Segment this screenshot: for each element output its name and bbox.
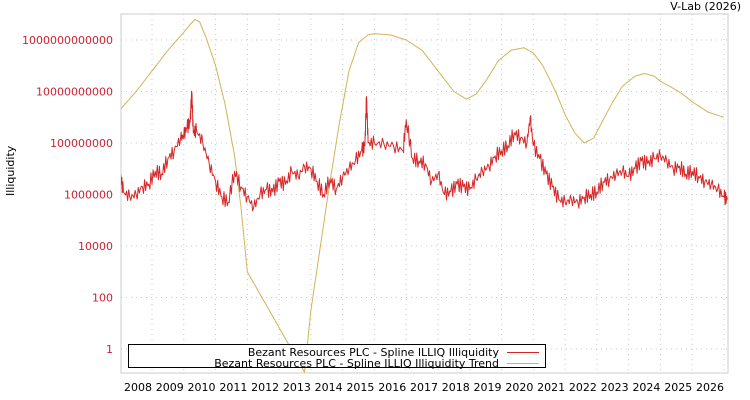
x-tick-label: 2022 [569, 381, 597, 394]
y-tick-label: 10000 [78, 240, 113, 253]
series-lines [121, 18, 728, 373]
legend-item-illiquidity: Bezant Resources PLC - Spline ILLIQ Illi… [248, 346, 539, 359]
y-tick-label: 1000000000000 [22, 34, 113, 47]
x-tick-label: 2019 [474, 381, 502, 394]
legend-item-trend: Bezant Resources PLC - Spline ILLIQ Illi… [214, 357, 539, 370]
x-tick-label: 2017 [410, 381, 438, 394]
x-tick-label: 2010 [188, 381, 216, 394]
legend-label: Bezant Resources PLC - Spline ILLIQ Illi… [247, 346, 499, 359]
x-tick-label: 2021 [537, 381, 565, 394]
x-tick-label: 2014 [315, 381, 343, 394]
plot-area [120, 13, 729, 374]
grid-lines [121, 14, 728, 373]
illiquidity-line [121, 90, 728, 212]
y-tick-label: 100 [92, 292, 113, 305]
y-axis-ticks: 1 100 10000 1000000 100000000 10000000000 1000… [22, 34, 113, 356]
y-axis-label: Illiquidity [4, 145, 17, 196]
x-tick-label: 2015 [346, 381, 374, 394]
illiquidity-trend-line [121, 18, 725, 373]
x-tick-label: 2011 [219, 381, 247, 394]
x-tick-label: 2023 [601, 381, 629, 394]
x-tick-label: 2020 [505, 381, 533, 394]
legend-swatch-red-line [507, 352, 539, 353]
y-tick-label: 1 [106, 343, 113, 356]
y-tick-label: 10000000000 [36, 86, 113, 99]
x-tick-label: 2024 [632, 381, 660, 394]
x-tick-label: 2012 [251, 381, 279, 394]
x-tick-label: 2016 [378, 381, 406, 394]
x-tick-label: 2008 [124, 381, 152, 394]
x-tick-label: 2009 [156, 381, 184, 394]
source-credit: V-Lab (2026) [670, 0, 741, 13]
legend-swatch-gold-line [507, 363, 539, 364]
legend-label: Bezant Resources PLC - Spline ILLIQ Illi… [214, 357, 499, 370]
y-tick-label: 1000000 [64, 189, 113, 202]
x-tick-label: 2018 [442, 381, 470, 394]
legend: Bezant Resources PLC - Spline ILLIQ Illi… [128, 344, 546, 370]
x-axis-ticks: 2008 2009 2010 2011 2012 2013 2014 2015 2016 2017… [124, 381, 724, 394]
x-tick-label: 2013 [283, 381, 311, 394]
x-tick-label: 2025 [664, 381, 692, 394]
y-tick-label: 100000000 [50, 137, 113, 150]
x-tick-label: 2026 [696, 381, 724, 394]
